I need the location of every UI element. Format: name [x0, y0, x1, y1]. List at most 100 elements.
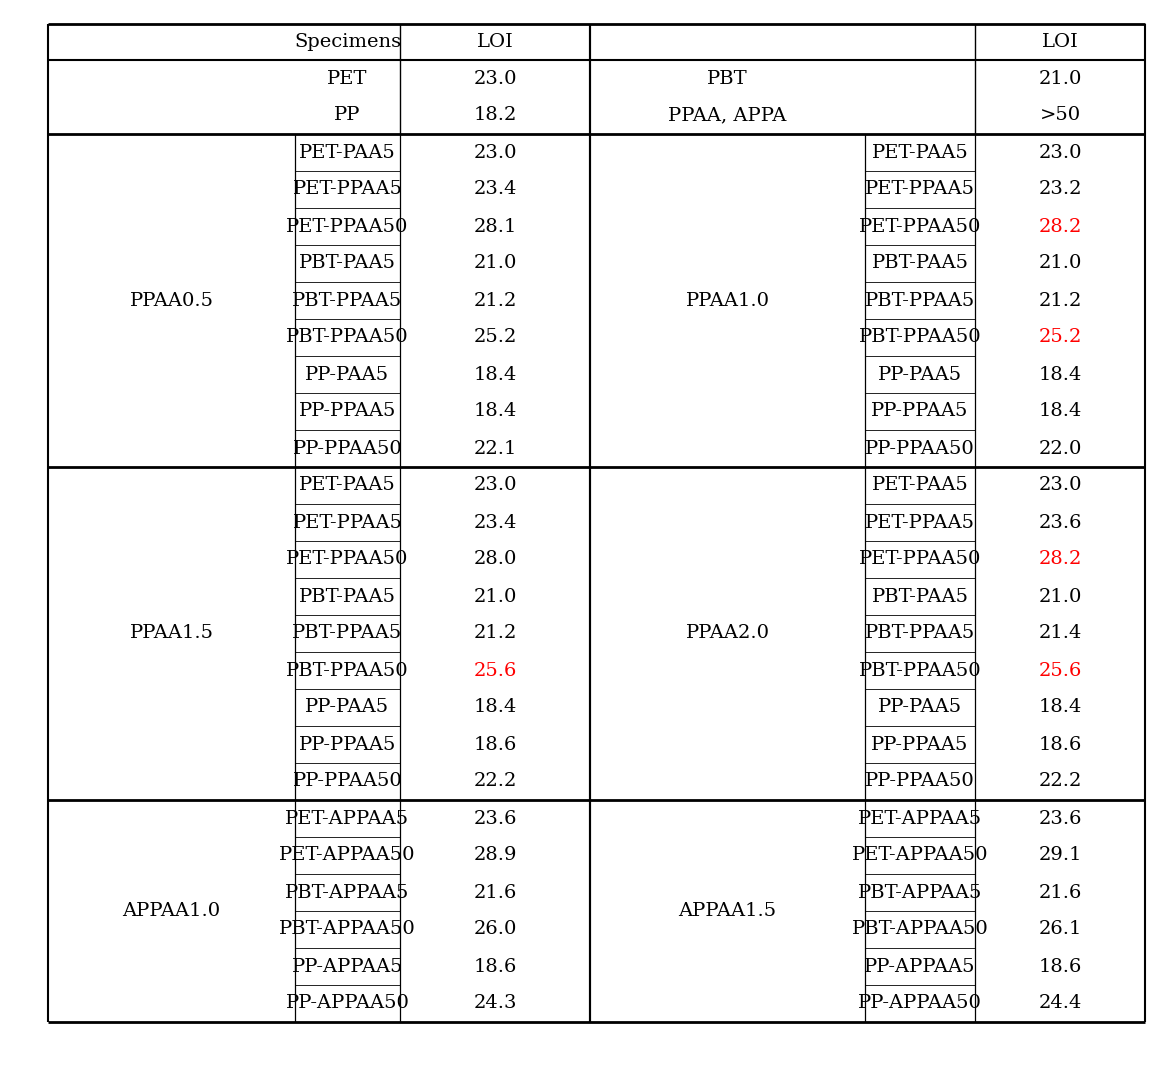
Text: PBT-PPAA5: PBT-PPAA5	[865, 625, 975, 642]
Text: 22.1: 22.1	[473, 439, 517, 458]
Text: PBT-APPAA5: PBT-APPAA5	[285, 883, 410, 902]
Text: 25.2: 25.2	[473, 329, 517, 346]
Text: PP-PPAA5: PP-PPAA5	[871, 736, 969, 753]
Text: 23.6: 23.6	[1038, 513, 1082, 532]
Text: 23.0: 23.0	[473, 476, 517, 495]
Text: 21.6: 21.6	[1038, 883, 1082, 902]
Text: 26.1: 26.1	[1038, 921, 1082, 938]
Text: 18.4: 18.4	[473, 366, 517, 383]
Text: 21.0: 21.0	[473, 587, 517, 605]
Text: PBT-PPAA50: PBT-PPAA50	[286, 662, 409, 679]
Text: 23.4: 23.4	[473, 513, 517, 532]
Text: PET-PAA5: PET-PAA5	[299, 143, 396, 162]
Text: >50: >50	[1040, 107, 1081, 124]
Text: PET-PPAA5: PET-PPAA5	[293, 513, 402, 532]
Text: 18.4: 18.4	[1038, 366, 1082, 383]
Text: 28.0: 28.0	[473, 550, 517, 569]
Text: 25.6: 25.6	[1038, 662, 1082, 679]
Text: PPAA1.5: PPAA1.5	[129, 625, 213, 642]
Text: PP-PPAA5: PP-PPAA5	[299, 736, 396, 753]
Text: 23.4: 23.4	[473, 180, 517, 199]
Text: PP-APPAA5: PP-APPAA5	[864, 958, 976, 975]
Text: PP-PPAA50: PP-PPAA50	[865, 439, 975, 458]
Text: PET-PPAA50: PET-PPAA50	[859, 550, 981, 569]
Text: 28.2: 28.2	[1038, 550, 1082, 569]
Text: 23.0: 23.0	[1038, 143, 1082, 162]
Text: 25.2: 25.2	[1038, 329, 1082, 346]
Text: PET-PAA5: PET-PAA5	[872, 476, 968, 495]
Text: PBT-PAA5: PBT-PAA5	[872, 254, 968, 273]
Text: 28.1: 28.1	[473, 217, 517, 236]
Text: PBT-PAA5: PBT-PAA5	[299, 254, 396, 273]
Text: PP-PAA5: PP-PAA5	[878, 699, 962, 716]
Text: PP-APPAA50: PP-APPAA50	[286, 995, 409, 1012]
Text: 21.2: 21.2	[473, 625, 517, 642]
Text: PPAA, APPA: PPAA, APPA	[668, 107, 786, 124]
Text: 22.2: 22.2	[473, 772, 517, 791]
Text: PET-PPAA5: PET-PPAA5	[865, 513, 975, 532]
Text: PBT-PPAA50: PBT-PPAA50	[859, 662, 981, 679]
Text: Specimens: Specimens	[294, 33, 401, 51]
Text: PET-PAA5: PET-PAA5	[872, 143, 968, 162]
Text: PP-PAA5: PP-PAA5	[878, 366, 962, 383]
Text: 18.6: 18.6	[1038, 736, 1082, 753]
Text: PP-APPAA5: PP-APPAA5	[292, 958, 403, 975]
Text: PP-PAA5: PP-PAA5	[306, 366, 389, 383]
Text: 21.0: 21.0	[1038, 70, 1082, 87]
Text: 21.2: 21.2	[1038, 292, 1082, 309]
Text: PP-PPAA5: PP-PPAA5	[871, 403, 969, 420]
Text: 23.6: 23.6	[1038, 809, 1082, 828]
Text: PBT-PPAA5: PBT-PPAA5	[292, 625, 403, 642]
Text: PBT-PPAA5: PBT-PPAA5	[292, 292, 403, 309]
Text: 18.4: 18.4	[473, 403, 517, 420]
Text: PET-APPAA50: PET-APPAA50	[279, 846, 416, 865]
Text: 21.4: 21.4	[1038, 625, 1082, 642]
Text: PET: PET	[327, 70, 368, 87]
Text: LOI: LOI	[1042, 33, 1078, 51]
Text: PET-PPAA50: PET-PPAA50	[859, 217, 981, 236]
Text: PET-PAA5: PET-PAA5	[299, 476, 396, 495]
Text: PBT-PAA5: PBT-PAA5	[872, 587, 968, 605]
Text: 28.9: 28.9	[473, 846, 517, 865]
Text: PBT: PBT	[707, 70, 748, 87]
Text: PP-PPAA50: PP-PPAA50	[293, 772, 402, 791]
Text: 18.6: 18.6	[473, 958, 517, 975]
Text: PP-PPAA50: PP-PPAA50	[293, 439, 402, 458]
Text: PP-PAA5: PP-PAA5	[306, 699, 389, 716]
Text: 18.4: 18.4	[1038, 699, 1082, 716]
Text: 22.0: 22.0	[1038, 439, 1082, 458]
Text: PBT-APPAA50: PBT-APPAA50	[279, 921, 416, 938]
Text: PBT-PPAA5: PBT-PPAA5	[865, 292, 975, 309]
Text: PPAA0.5: PPAA0.5	[129, 292, 213, 309]
Text: PP: PP	[334, 107, 361, 124]
Text: 21.6: 21.6	[473, 883, 517, 902]
Text: 21.0: 21.0	[473, 254, 517, 273]
Text: PET-PPAA5: PET-PPAA5	[865, 180, 975, 199]
Text: PBT-APPAA5: PBT-APPAA5	[858, 883, 982, 902]
Text: 23.0: 23.0	[473, 70, 517, 87]
Text: PET-APPAA5: PET-APPAA5	[858, 809, 982, 828]
Text: PET-PPAA5: PET-PPAA5	[293, 180, 402, 199]
Text: 23.0: 23.0	[1038, 476, 1082, 495]
Text: APPAA1.0: APPAA1.0	[122, 902, 220, 919]
Text: PPAA2.0: PPAA2.0	[686, 625, 770, 642]
Text: PBT-PPAA50: PBT-PPAA50	[286, 329, 409, 346]
Text: 18.6: 18.6	[473, 736, 517, 753]
Text: PBT-PAA5: PBT-PAA5	[299, 587, 396, 605]
Text: PP-APPAA50: PP-APPAA50	[858, 995, 982, 1012]
Text: APPAA1.5: APPAA1.5	[679, 902, 777, 919]
Text: 28.2: 28.2	[1038, 217, 1082, 236]
Text: 21.2: 21.2	[473, 292, 517, 309]
Text: 23.6: 23.6	[473, 809, 517, 828]
Text: PET-APPAA5: PET-APPAA5	[286, 809, 409, 828]
Text: PBT-APPAA50: PBT-APPAA50	[852, 921, 988, 938]
Text: PPAA1.0: PPAA1.0	[686, 292, 770, 309]
Text: PP-PPAA5: PP-PPAA5	[299, 403, 396, 420]
Text: 29.1: 29.1	[1038, 846, 1082, 865]
Text: PP-PPAA50: PP-PPAA50	[865, 772, 975, 791]
Text: 21.0: 21.0	[1038, 587, 1082, 605]
Text: 18.2: 18.2	[473, 107, 517, 124]
Text: 21.0: 21.0	[1038, 254, 1082, 273]
Text: PET-PPAA50: PET-PPAA50	[286, 550, 409, 569]
Text: 18.6: 18.6	[1038, 958, 1082, 975]
